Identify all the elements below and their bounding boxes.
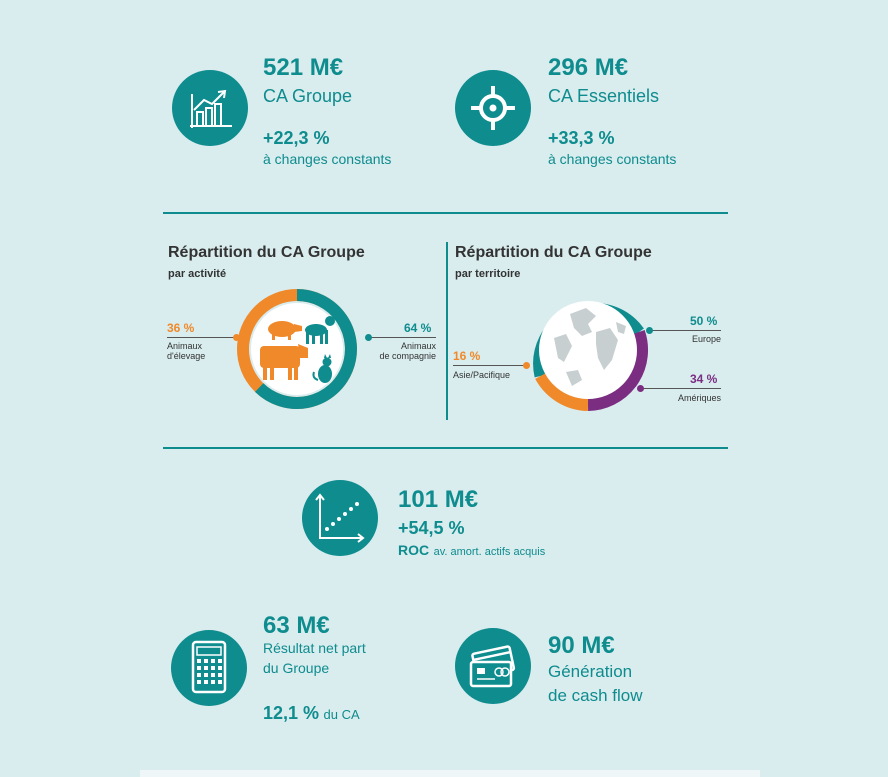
territory-asia-dot: [523, 362, 530, 369]
pig-icon: [268, 321, 302, 340]
net-label-1: Résultat net part: [263, 640, 366, 656]
growth-chart-icon-circle: [172, 70, 248, 146]
kpi1-value: 521 M€: [263, 54, 344, 81]
territory-americas-dot: [637, 385, 644, 392]
activity-left-dot: [233, 334, 240, 341]
territory-title: Répartition du CA Groupe: [455, 244, 652, 261]
activity-slice-companion: [255, 289, 357, 409]
target-icon: [471, 86, 515, 130]
activity-donut: [237, 289, 357, 409]
activity-left-leader: [167, 337, 237, 338]
territory-slice-asia: [535, 372, 589, 411]
calculator-icon: [191, 640, 227, 694]
roc-value: 101 M€: [398, 486, 479, 513]
net-pct-group: 12,1 % du CA: [263, 703, 360, 724]
territory-asia-label: Asie/Pacifique: [453, 370, 511, 380]
divider-top: [163, 212, 728, 214]
net-pct-suffix: du CA: [323, 707, 360, 722]
territory-europe-leader: [649, 330, 721, 331]
territory-europe-label: Europe: [691, 334, 721, 344]
cash-label-2: de cash flow: [548, 686, 643, 705]
territory-americas-leader: [641, 388, 721, 389]
dog-icon: [305, 316, 335, 344]
territory-europe-dot: [646, 327, 653, 334]
activity-subtitle: par activité: [168, 268, 227, 280]
growth-chart-icon: [190, 89, 232, 128]
territory-donut: [533, 301, 649, 411]
kpi2-label: CA Essentiels: [548, 86, 660, 106]
net-pct: 12,1 %: [263, 703, 320, 723]
kpi2-note: à changes constants: [548, 151, 677, 167]
kpi2-value: 296 M€: [548, 54, 629, 81]
cat-icon: [312, 354, 332, 383]
territory-americas-pct: 34 %: [690, 372, 718, 386]
roc-label: ROC: [398, 542, 430, 558]
kpi1-growth: +22,3 %: [263, 128, 330, 148]
cash-label-1: Génération: [548, 662, 633, 681]
cards-icon: [469, 645, 516, 688]
territory-asia-leader: [453, 365, 527, 366]
net-value: 63 M€: [263, 612, 330, 639]
scatter-trend-icon-circle: [302, 480, 378, 556]
roc-label-group: ROC av. amort. actifs acquis: [398, 542, 545, 560]
activity-left-pct: 36 %: [167, 321, 195, 335]
territory-americas-label: Amériques: [677, 393, 721, 403]
cow-icon: [260, 344, 308, 380]
kpi1-note: à changes constants: [263, 151, 392, 167]
territory-slice-americas: [587, 330, 649, 411]
activity-right-pct: 64 %: [404, 321, 432, 335]
territory-asia-pct: 16 %: [453, 349, 481, 363]
activity-right-leader: [368, 337, 436, 338]
activity-right-label-2: de compagnie: [379, 351, 436, 361]
kpi2-growth: +33,3 %: [548, 128, 615, 148]
net-label-2: du Groupe: [263, 660, 330, 676]
globe-icon: [554, 308, 626, 386]
roc-label-small: av. amort. actifs acquis: [433, 546, 546, 558]
territory-subtitle: par territoire: [455, 268, 521, 280]
roc-growth: +54,5 %: [398, 518, 465, 538]
vertical-divider: [446, 242, 448, 420]
cash-value: 90 M€: [548, 632, 615, 659]
divider-middle: [163, 447, 728, 449]
scatter-trend-icon: [315, 493, 365, 543]
activity-title: Répartition du CA Groupe: [168, 244, 365, 261]
activity-right-dot: [365, 334, 372, 341]
cards-icon-circle: [455, 628, 531, 704]
bottom-strip: [140, 770, 760, 777]
activity-left-label-2: d'élevage: [167, 351, 206, 361]
kpi1-label: CA Groupe: [263, 86, 353, 106]
territory-europe-pct: 50 %: [690, 314, 718, 328]
target-icon-circle: [455, 70, 531, 146]
activity-left-label-1: Animaux: [167, 341, 203, 351]
activity-right-label-1: Animaux: [400, 341, 436, 351]
calculator-icon-circle: [171, 630, 247, 706]
